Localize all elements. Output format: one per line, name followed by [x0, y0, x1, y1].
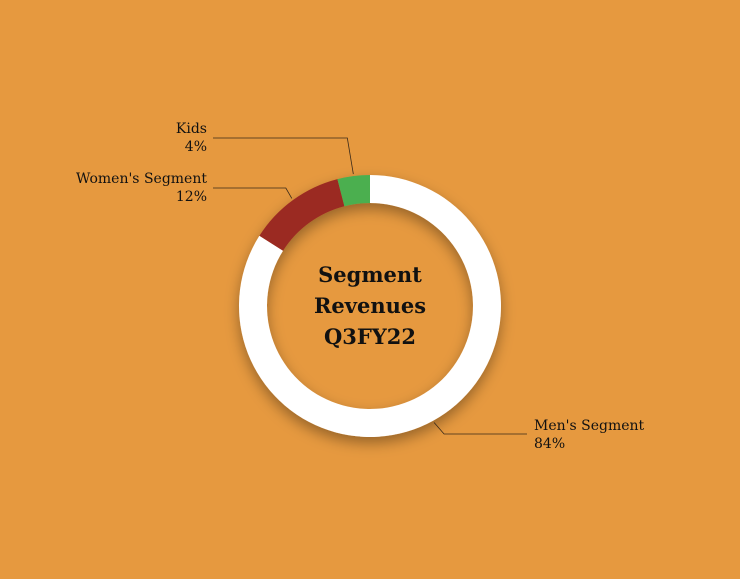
data-label-womens-value: 12% — [176, 189, 207, 205]
center-title: Segment Revenues Q3FY22 — [314, 262, 426, 349]
data-label-kids-value: 4% — [185, 139, 207, 155]
slice-womens — [259, 179, 345, 251]
center-title-line-2: Revenues — [314, 293, 426, 318]
donut-slices — [239, 175, 502, 437]
slice-kids — [337, 175, 370, 207]
data-label-mens-value: 84% — [534, 436, 565, 452]
leader-line-mens — [433, 422, 527, 435]
data-label-kids: Kids 4% — [176, 121, 207, 155]
leader-line-kids — [213, 137, 354, 175]
data-label-womens: Women's Segment 12% — [76, 171, 207, 205]
leader-lines — [213, 137, 527, 435]
center-title-line-1: Segment — [318, 262, 422, 287]
center-title-line-3: Q3FY22 — [324, 324, 416, 349]
data-label-mens-name: Men's Segment — [534, 418, 645, 434]
leader-line-womens — [213, 187, 293, 199]
data-label-kids-name: Kids — [176, 121, 207, 137]
data-label-mens: Men's Segment 84% — [534, 418, 645, 452]
data-label-womens-name: Women's Segment — [76, 171, 207, 187]
